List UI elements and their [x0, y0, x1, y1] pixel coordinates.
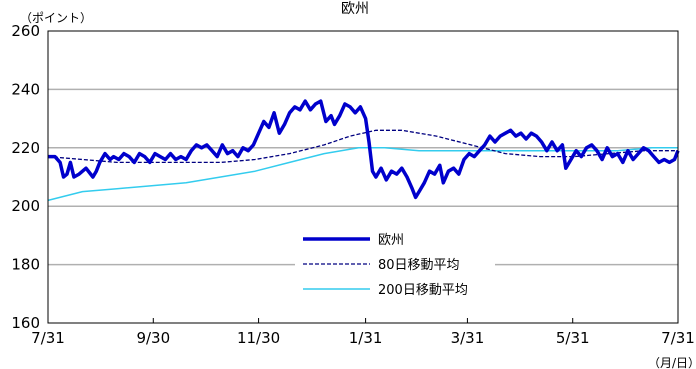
y-tick-label: 240 [11, 80, 40, 98]
y-tick-label: 220 [11, 139, 40, 157]
y-tick-labels: 160 180 200 220 240 260 [11, 22, 40, 332]
y-tick-label: 180 [11, 256, 40, 274]
legend-label-0: 欧州 [378, 233, 404, 248]
x-tick-label: 9/30 [136, 329, 170, 347]
x-tick-label: 5/31 [556, 329, 590, 347]
chart-title: 欧州 [341, 1, 369, 17]
x-tick-label: 11/30 [237, 329, 280, 347]
x-tick-labels: 7/31 9/30 11/30 1/31 3/31 5/31 7/31 [31, 318, 695, 347]
y-tick-label: 260 [11, 22, 40, 40]
legend: 欧州 80日移動平均 200日移動平均 [295, 226, 495, 302]
plot-frame [47, 30, 679, 324]
x-tick-label: 7/31 [661, 329, 695, 347]
y-tick-label: 200 [11, 197, 40, 215]
series-line-0 [48, 99, 680, 200]
y-tick-label: 160 [11, 314, 40, 332]
x-tick-label: 3/31 [451, 329, 485, 347]
x-tick-label: 1/31 [349, 329, 383, 347]
legend-label-1: 80日移動平均 [378, 258, 460, 273]
y-axis-label: （ポイント） [20, 11, 92, 25]
series-lines [47, 99, 680, 202]
legend-label-2: 200日移動平均 [378, 283, 468, 298]
x-tick-label: 7/31 [31, 329, 65, 347]
series-line-1 [47, 129, 678, 164]
x-axis-label: （月/日） [648, 356, 696, 369]
